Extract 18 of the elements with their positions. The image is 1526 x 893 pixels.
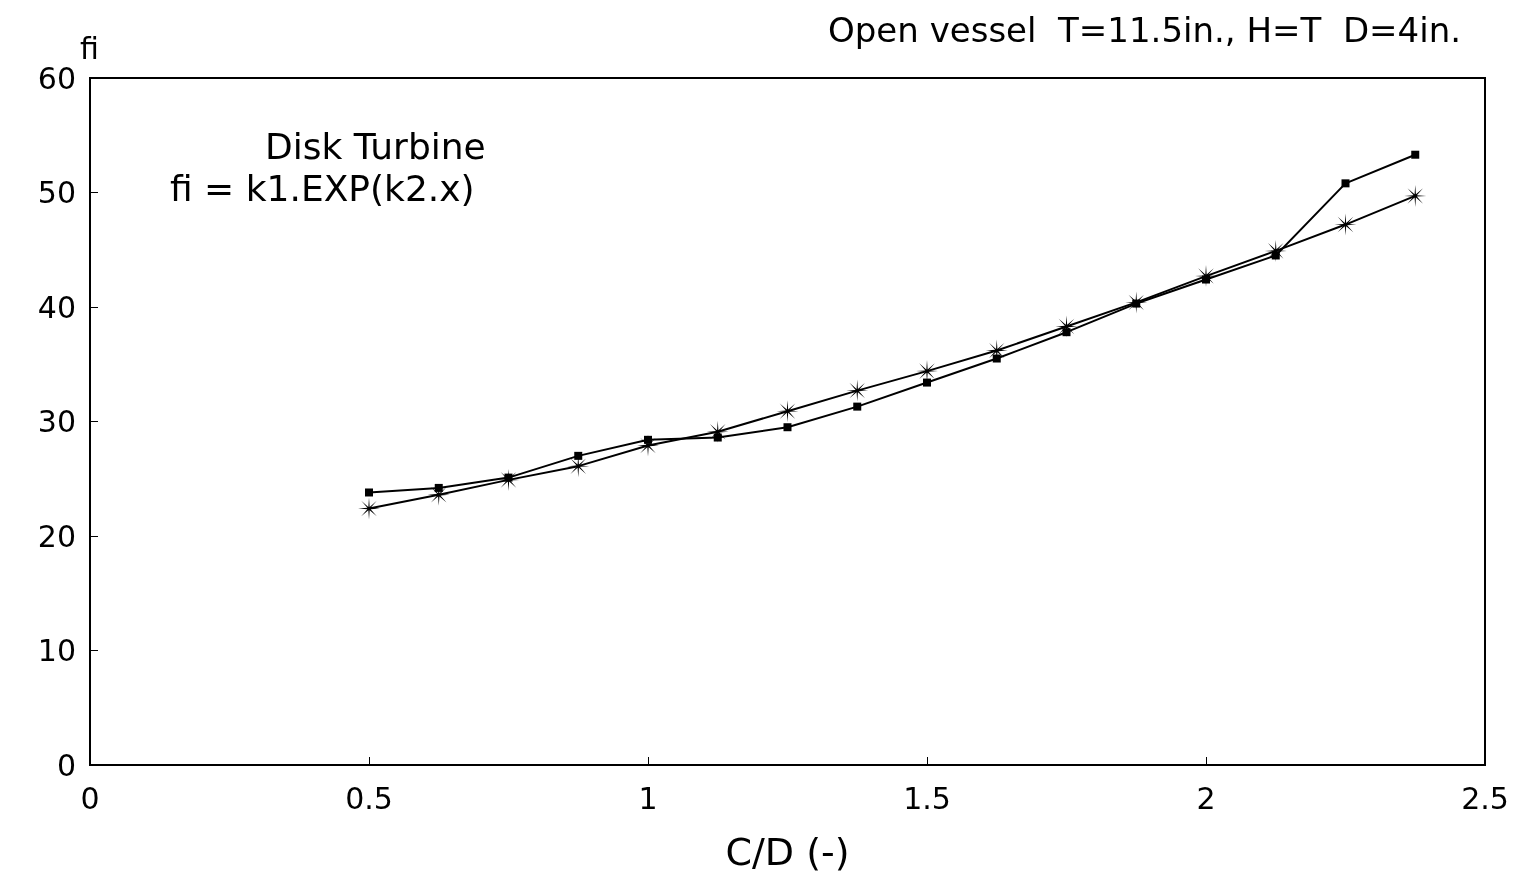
y-tick-label: 50: [37, 175, 76, 210]
y-tick-label: 0: [56, 747, 76, 783]
annotation: fi = k1.EXP(k2.x): [170, 167, 475, 209]
annotation: Disk Turbine: [265, 125, 486, 167]
chart-title: Open vessel T=11.5in., H=T D=4in.: [828, 10, 1461, 50]
y-tick-label: 20: [37, 518, 76, 554]
y-tick-label: 30: [37, 404, 76, 439]
y-axis-title: fi: [80, 30, 99, 66]
x-tick-label: 0.5: [345, 780, 393, 816]
x-tick-label: 2.5: [1461, 780, 1509, 816]
x-tick-label: 0: [80, 780, 100, 816]
y-tick-label: 40: [37, 289, 76, 325]
y-tick-label: 10: [37, 633, 76, 668]
x-tick-label: 1.5: [903, 780, 951, 816]
x-axis-title: C/D (-): [725, 830, 850, 874]
x-tick-label: 1: [638, 780, 658, 816]
x-tick-label: 2: [1196, 780, 1216, 816]
y-tick-label: 60: [37, 60, 76, 96]
